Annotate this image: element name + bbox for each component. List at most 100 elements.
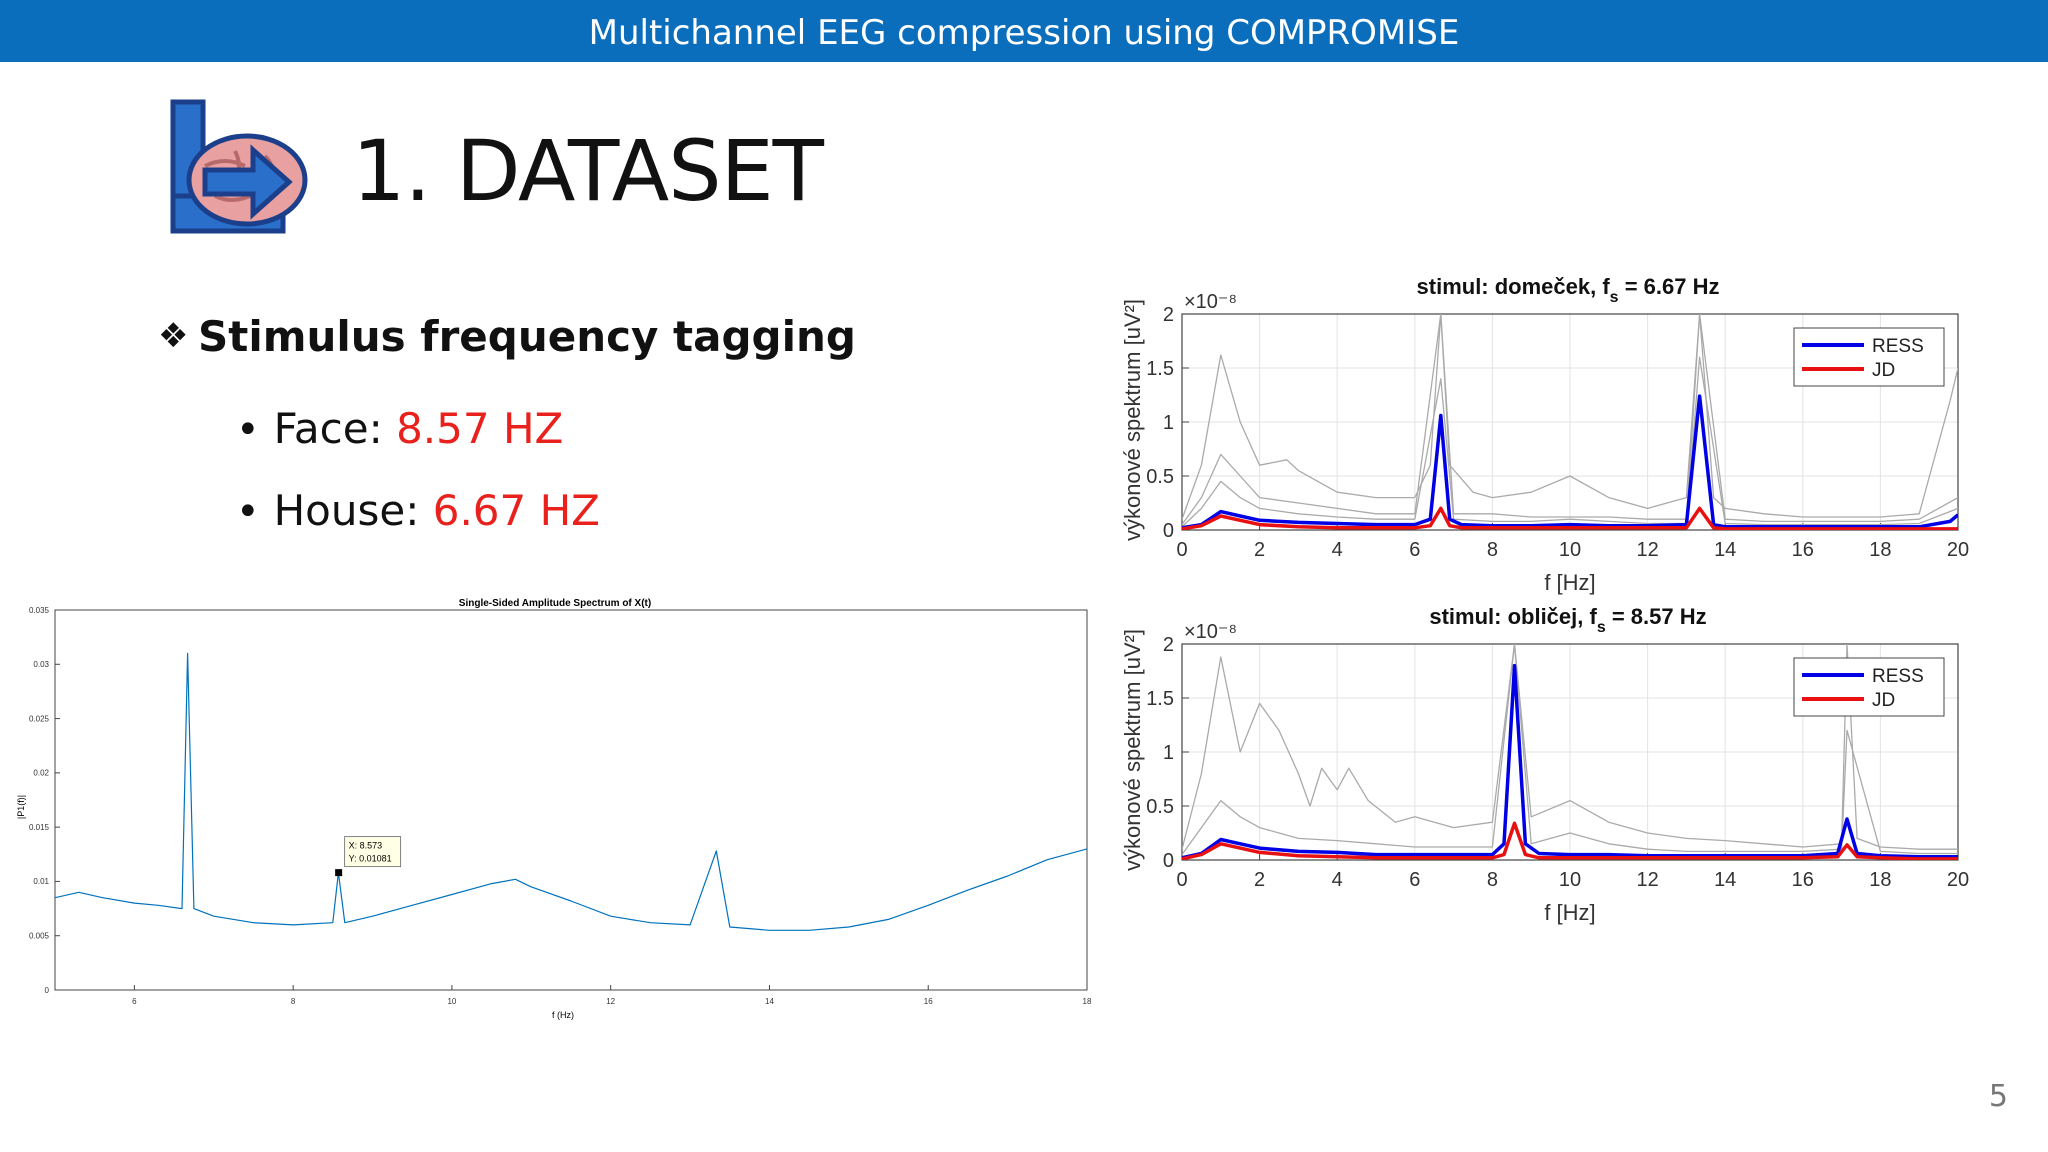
title-subscript: s [1610, 289, 1619, 306]
y-tick-label: 2 [1163, 634, 1174, 656]
presentation-title: Multichannel EEG compression using COMPR… [588, 13, 1460, 53]
amplitude-spectrum-chart: Single-Sided Amplitude Spectrum of X(t) … [16, 598, 1092, 1020]
slide-title: 1. DATASET [352, 122, 824, 220]
legend-entry: RESS [1872, 336, 1924, 357]
legend-entry: RESS [1872, 666, 1924, 687]
list-item-house: • House: 6.67 HZ [236, 470, 934, 552]
x-axis-label: f (Hz) [552, 1010, 574, 1020]
y-tick-label: 0.03 [33, 660, 49, 669]
y-tick-label: 0.5 [1146, 796, 1174, 818]
x-tick-label: 6 [1409, 869, 1420, 891]
x-tick-label: 16 [1792, 869, 1814, 891]
x-tick-label: 18 [1869, 869, 1891, 891]
face-frequency: 8.57 HZ [396, 404, 564, 453]
x-tick-label: 18 [1083, 997, 1092, 1006]
x-tick-label: 2 [1254, 539, 1265, 561]
y-tick-label: 1 [1163, 742, 1174, 764]
datatip-y: Y: 0.01081 [349, 854, 392, 864]
ress-series-line [1182, 663, 1958, 860]
diamond-bullet-icon: ❖ [158, 316, 189, 356]
exponent-label: ×10⁻⁸ [1184, 621, 1237, 643]
x-tick-label: 12 [1636, 869, 1658, 891]
house-stimulus-chart: stimul: domeček, fs = 6.67 Hz ×10⁻⁸ výko… [1120, 274, 1969, 595]
y-tick-label: 1.5 [1146, 358, 1174, 380]
x-tick-label: 6 [1409, 539, 1420, 561]
x-tick-label: 2 [1254, 869, 1265, 891]
ress-series-line [1182, 394, 1958, 530]
x-tick-label: 14 [1714, 539, 1736, 561]
y-axis-label: výkonové spektrum [uV²] [1120, 629, 1145, 871]
x-tick-label: 0 [1176, 539, 1187, 561]
y-tick-label: 0.02 [33, 769, 49, 778]
y-tick-label: 1 [1163, 412, 1174, 434]
y-tick-label: 0.015 [29, 823, 50, 832]
title-suffix: = 6.67 Hz [1619, 274, 1720, 299]
legend [1793, 327, 1945, 387]
x-tick-label: 10 [1559, 869, 1581, 891]
x-tick-label: 18 [1869, 539, 1891, 561]
x-tick-label: 20 [1947, 869, 1969, 891]
x-tick-label: 0 [1176, 869, 1187, 891]
channel-spectrum-line [1182, 314, 1958, 525]
list-item-face: • Face: 8.57 HZ [236, 388, 934, 470]
brain-logo-icon [165, 96, 315, 241]
datatip-x: X: 8.573 [349, 841, 383, 851]
bullet-dot-icon: • [236, 489, 260, 535]
y-tick-label: 0.035 [29, 606, 50, 615]
header-bar: Multichannel EEG compression using COMPR… [0, 0, 2048, 62]
x-tick-label: 20 [1947, 539, 1969, 561]
datatip-box [344, 836, 402, 868]
plot-area [54, 609, 1088, 991]
face-stimulus-chart: stimul: obličej, fs = 8.57 Hz ×10⁻⁸ výko… [1120, 604, 1969, 925]
y-axis-label: výkonové spektrum [uV²] [1120, 299, 1145, 541]
bullet-list: ❖ Stimulus frequency tagging • Face: 8.57 … [158, 312, 856, 552]
y-tick-label: 0 [45, 986, 50, 995]
y-tick-label: 1.5 [1146, 688, 1174, 710]
y-tick-label: 0 [1163, 850, 1174, 872]
bullet-dot-icon: • [236, 407, 260, 453]
title-text: stimul: obličej, f [1429, 604, 1597, 629]
title-subscript: s [1597, 619, 1606, 636]
y-axis-label: |P1(f)| [16, 795, 26, 819]
y-tick-label: 0.025 [29, 714, 50, 723]
legend-entry: JD [1872, 360, 1895, 381]
x-tick-label: 8 [1487, 869, 1498, 891]
legend [1793, 657, 1945, 717]
series-line [55, 652, 1087, 931]
channel-spectrum-line [1182, 356, 1958, 528]
x-tick-label: 10 [1559, 539, 1581, 561]
x-tick-label: 4 [1332, 869, 1343, 891]
main-bullet-text: Stimulus frequency tagging [198, 312, 856, 361]
title-text: stimul: domeček, f [1417, 274, 1611, 299]
house-label: House: [273, 486, 433, 535]
x-tick-label: 14 [1714, 869, 1736, 891]
exponent-label: ×10⁻⁸ [1184, 291, 1237, 313]
face-label: Face: [273, 404, 397, 453]
x-tick-label: 10 [447, 997, 456, 1006]
y-tick-label: 0.5 [1146, 466, 1174, 488]
x-axis-label: f [Hz] [1544, 570, 1595, 595]
x-tick-label: 8 [291, 997, 296, 1006]
y-tick-label: 0.005 [29, 932, 50, 941]
y-tick-label: 0 [1163, 520, 1174, 542]
y-tick-label: 0.01 [33, 877, 49, 886]
chart-title: stimul: domeček, fs = 6.67 Hz [1417, 274, 1720, 306]
x-tick-label: 6 [132, 997, 137, 1006]
x-tick-label: 16 [924, 997, 933, 1006]
x-tick-label: 16 [1792, 539, 1814, 561]
x-tick-label: 14 [765, 997, 774, 1006]
x-tick-label: 12 [606, 997, 615, 1006]
house-frequency: 6.67 HZ [432, 486, 600, 535]
channel-spectrum-line [1182, 314, 1958, 520]
main-bullet: ❖ Stimulus frequency tagging [158, 312, 856, 368]
legend-entry: JD [1872, 690, 1895, 711]
title-suffix: = 8.57 Hz [1606, 604, 1707, 629]
chart-title: stimul: obličej, fs = 8.57 Hz [1429, 604, 1706, 636]
x-tick-label: 4 [1332, 539, 1343, 561]
y-tick-label: 2 [1163, 304, 1174, 326]
datatip-marker [335, 869, 343, 877]
page-number: 5 [1988, 1079, 2008, 1114]
jd-series-line [1182, 506, 1958, 530]
jd-series-line [1182, 821, 1958, 860]
x-axis-label: f [Hz] [1544, 900, 1595, 925]
